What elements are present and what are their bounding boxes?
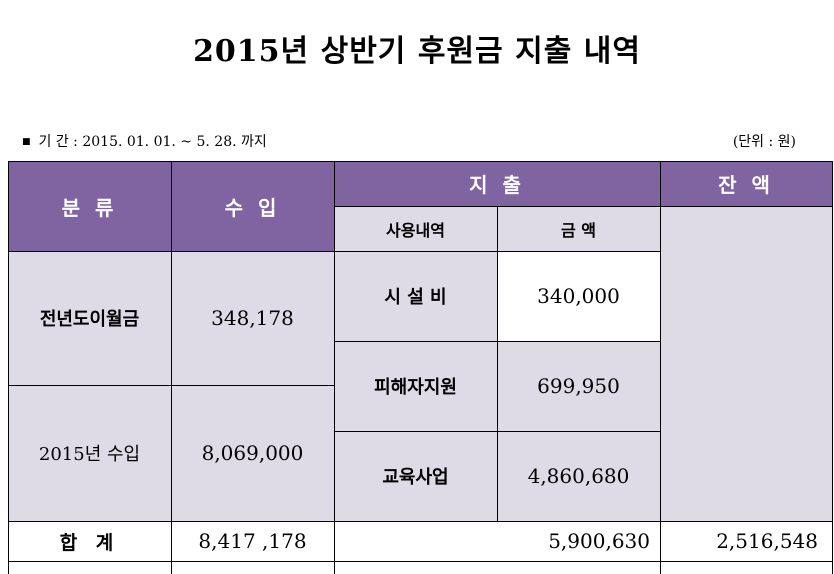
balance-area <box>660 206 832 521</box>
subheader-usage: 사용내역 <box>334 206 497 251</box>
income-value-2015: 8,069,000 <box>171 385 334 521</box>
income-category-carryover: 전년도이월금 <box>8 251 171 385</box>
period-line: ■ 기 간 : 2015. 01. 01. ~ 5. 28. 까지 <box>22 131 267 151</box>
income-value-carryover: 348,178 <box>171 251 334 385</box>
total-income: 8,417 ,178 <box>171 521 334 561</box>
income-category-2015: 2015년 수입 <box>8 385 171 521</box>
unit-note: (단위 : 원) <box>732 134 796 150</box>
bullet-icon: ■ <box>22 137 31 147</box>
total-balance: 2,516,548 <box>660 521 832 561</box>
subheader-amount: 금 액 <box>497 206 660 251</box>
expense-usage-victim-support: 피해자지원 <box>334 341 497 431</box>
expense-usage-education: 교육사업 <box>334 431 497 521</box>
page-title: 2015년 상반기 후원금 지출 내역 <box>193 34 641 69</box>
expense-amount-education: 4,860,680 <box>497 431 660 521</box>
expense-amount-facility: 340,000 <box>497 251 660 341</box>
header-balance: 잔 액 <box>660 161 832 206</box>
total-expense: 5,900,630 <box>334 521 660 561</box>
header-income: 수 입 <box>171 161 334 251</box>
expense-usage-facility: 시 설 비 <box>334 251 497 341</box>
total-label: 합 계 <box>8 521 171 561</box>
expense-amount-victim-support: 699,950 <box>497 341 660 431</box>
header-expense: 지 출 <box>334 161 660 206</box>
period-text: 기 간 : 2015. 01. 01. ~ 5. 28. 까지 <box>38 134 267 150</box>
header-category: 분 류 <box>8 161 171 251</box>
